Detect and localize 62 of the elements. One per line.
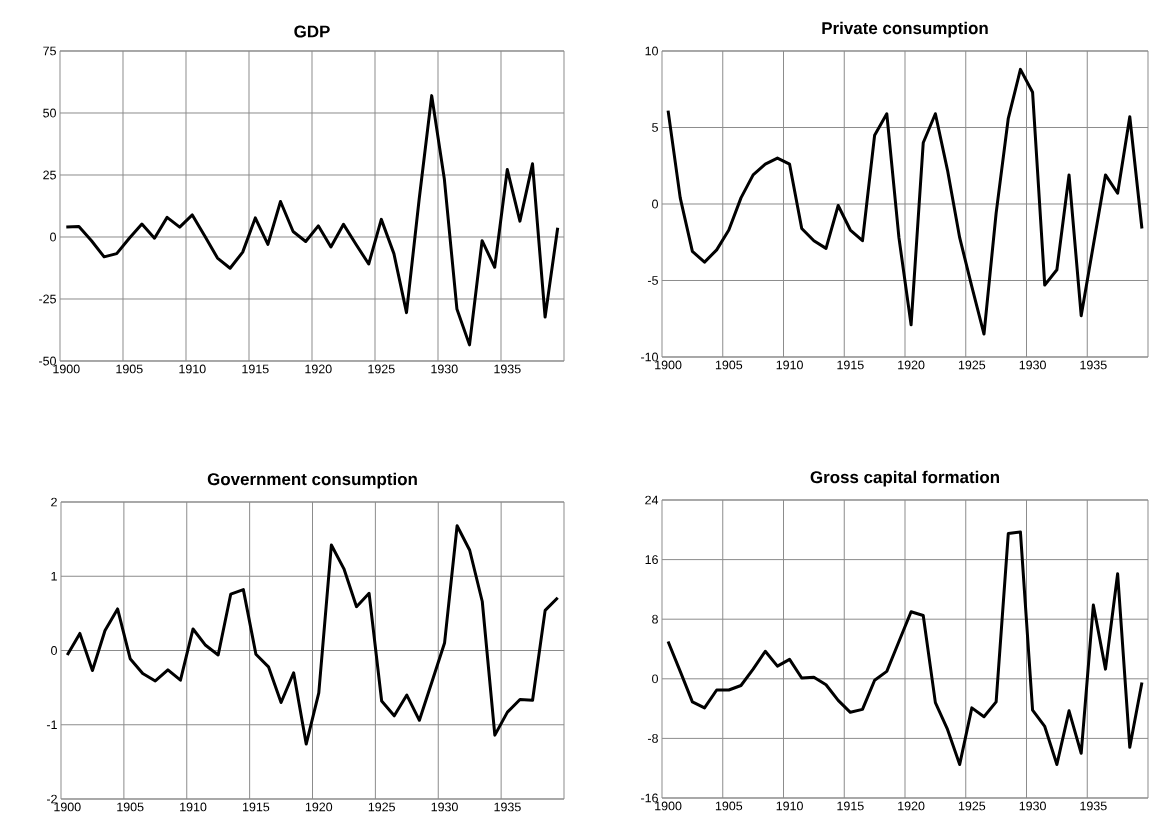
y-tick-label: 25 <box>43 170 56 180</box>
x-tick-label: 1910 <box>180 802 207 812</box>
y-tick-label: 50 <box>43 108 56 118</box>
x-tick-label: 1910 <box>776 801 803 811</box>
x-tick-label: 1915 <box>243 802 270 812</box>
x-tick-label: 1915 <box>242 364 269 374</box>
x-tick-label: 1915 <box>837 360 864 370</box>
y-tick-label: -50 <box>39 356 56 366</box>
y-tick-label: -8 <box>647 734 658 743</box>
x-tick-label: 1905 <box>715 360 743 370</box>
x-tick-label: 1900 <box>655 360 682 370</box>
x-tick-label: 1920 <box>898 360 925 370</box>
x-tick-label: 1935 <box>494 364 521 374</box>
y-tick-label: 16 <box>645 555 658 565</box>
x-tick-label: 1925 <box>958 801 986 811</box>
x-tick-label: 1930 <box>431 802 458 812</box>
x-tick-label: 1925 <box>958 360 986 370</box>
x-tick-label: 1930 <box>431 364 458 374</box>
y-tick-label: -25 <box>39 294 56 304</box>
y-tick-label: 0 <box>50 232 56 242</box>
x-tick-label: 1935 <box>494 802 521 812</box>
x-tick-label: 1920 <box>305 364 332 374</box>
y-tick-label: -16 <box>641 793 658 803</box>
line-series <box>666 530 1144 766</box>
x-tick-label: 1930 <box>1019 360 1046 370</box>
line-series <box>666 67 1144 336</box>
x-tick-label: 1905 <box>117 802 144 812</box>
y-tick-label: 75 <box>43 46 56 56</box>
x-tick-label: 1920 <box>305 802 333 812</box>
y-tick-label: 2 <box>51 497 57 507</box>
y-tick-label: -1 <box>46 720 57 730</box>
y-tick-label: -5 <box>647 276 658 285</box>
y-tick-label: -2 <box>46 794 57 804</box>
x-tick-label: 1925 <box>368 364 395 374</box>
x-tick-label: 1905 <box>116 364 143 374</box>
y-tick-label: 0 <box>652 674 658 684</box>
x-tick-label: 1925 <box>368 802 395 812</box>
x-tick-label: 1910 <box>776 360 803 370</box>
x-tick-label: 1900 <box>53 364 80 374</box>
y-tick-label: 1 <box>51 571 57 581</box>
y-tick-label: 8 <box>652 614 658 624</box>
line-series <box>65 524 560 746</box>
chart-title: GDP <box>294 25 330 38</box>
x-tick-label: 1915 <box>837 801 864 811</box>
x-tick-label: 1900 <box>54 802 81 812</box>
y-tick-label: 0 <box>51 646 57 655</box>
chart-title: Government consumption <box>207 472 417 489</box>
x-tick-label: 1900 <box>655 801 682 811</box>
x-tick-label: 1930 <box>1019 801 1046 811</box>
line-series <box>64 94 560 347</box>
y-tick-label: 5 <box>652 123 658 132</box>
x-tick-label: 1905 <box>715 801 743 811</box>
chart-title: Private consumption <box>822 21 988 38</box>
y-tick-label: -10 <box>641 352 658 362</box>
x-tick-label: 1935 <box>1080 360 1107 370</box>
x-tick-label: 1920 <box>898 801 925 811</box>
y-tick-label: 10 <box>645 46 658 56</box>
chart-title: Gross capital formation <box>810 470 999 487</box>
x-tick-label: 1910 <box>179 364 206 374</box>
y-tick-label: 0 <box>652 199 658 209</box>
y-tick-label: 24 <box>645 495 659 505</box>
x-tick-label: 1935 <box>1080 801 1107 811</box>
